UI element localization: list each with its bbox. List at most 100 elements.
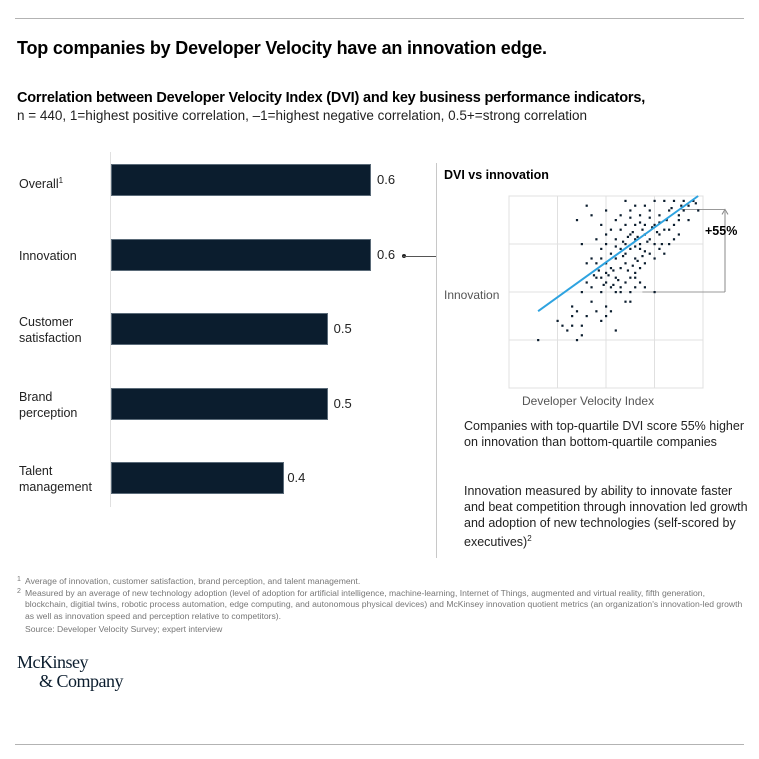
scatter-finding: Companies with top-quartile DVI score 55… [464,419,744,449]
scatter-point [585,204,588,207]
footnote-text: Measured by an average of new technology… [25,587,743,621]
scatter-point [556,319,559,322]
bar-axis [110,152,111,507]
scatter-point [600,319,603,322]
scatter-point [634,276,637,279]
scatter-point [609,228,613,231]
scatter-point [641,228,644,231]
scatter-point [609,310,613,313]
scatter-point [636,259,639,262]
connector-line [403,256,436,257]
scatter-point [585,262,588,265]
scatter-point [665,219,668,222]
scatter-point [653,223,656,226]
scatter-point [694,202,697,205]
scatter-point [648,216,651,219]
scatter-point [638,243,642,246]
bar-category-label-line: Overall1 [19,176,64,192]
scatter-point [575,310,579,313]
scatter-point [670,207,673,210]
top-rule [15,18,744,19]
scatter-point [609,252,613,255]
scatter-point [668,228,671,231]
bar-category-label-line: Customer [19,315,74,329]
scatter-point [629,300,632,303]
scatter-point [590,300,593,303]
scatter-point [619,214,622,217]
scatter-point [660,243,663,246]
scatter-point [629,216,632,219]
scatter-definition-text: Innovation measured by ability to innova… [464,484,748,550]
scatter-point [646,240,649,243]
scatter-point [672,223,676,226]
scatter-point [580,243,583,246]
footnote-ref-1: 1 [58,176,64,185]
scatter-point [624,281,627,284]
chart-title: Top companies by Developer Velocity have… [17,38,547,58]
scatter-plot [508,195,729,389]
scatter-point [609,267,613,270]
source-note: Source: Developer Velocity Survey; exper… [25,624,223,634]
scatter-point [619,228,622,231]
scatter-point [612,269,615,272]
footnote-text: Average of innovation, customer satisfac… [25,576,361,586]
scatter-point [643,262,646,265]
logo-line-2: & Company [39,671,124,691]
scatter-point [658,233,661,236]
scatter-point [580,334,583,337]
logo-line-1: McKinsey [17,652,89,672]
panel-divider [436,163,437,558]
scatter-point [641,255,644,258]
scatter-point [634,204,637,207]
scatter-point [668,243,671,246]
scatter-point [575,339,579,342]
scatter-point [580,291,583,294]
scatter-point [624,199,627,202]
footnote-2: 2 Measured by an average of new technolo… [17,588,747,623]
scatter-point [619,286,622,289]
scatter-point [619,291,622,294]
scatter-point [605,281,608,284]
bar-category-label: Brand perception [19,389,77,421]
scatter-point [605,233,608,236]
bar-value-label: 0.5 [333,321,352,336]
footnotes: 1 Average of innovation, customer satisf… [17,576,747,636]
scatter-point [668,209,671,212]
scatter-point [607,274,610,277]
scatter-point [537,339,540,342]
scatter-point [600,291,603,294]
scatter-point [643,223,646,226]
scatter-point [677,214,680,217]
scatter-point [580,324,583,327]
scatter-point [595,238,598,241]
scatter-point [566,329,569,332]
scatter-point [614,238,617,241]
scatter-point [605,243,608,246]
footnote-ref-2: 2 [527,534,532,543]
scatter-point [653,291,656,294]
scatter-point [672,238,676,241]
scatter-point [571,305,574,308]
bar-brand-perception [111,387,328,420]
scatter-point [655,231,659,234]
scatter-point [619,247,622,250]
scatter-point [605,209,608,212]
scatter-point [575,219,579,222]
bar-value-label: 0.6 [377,246,396,262]
bar-category-label-line: Talent [19,464,53,478]
bar-value-label: 0.6 [377,172,396,187]
scatter-point [624,243,627,246]
scatter-point [624,252,627,255]
scatter-point [629,247,632,250]
scatter-point [636,235,639,238]
scatter-point [643,250,646,253]
scatter-point [634,238,637,241]
bar-category-label: Overall1 [19,173,63,192]
scatter-point [648,252,651,255]
bar-category-label-line: management [19,480,92,494]
scatter-point [648,209,651,212]
scatter-point [697,209,700,212]
scatter-point [677,233,680,236]
scatter-point [600,257,603,260]
scatter-point [595,262,598,265]
